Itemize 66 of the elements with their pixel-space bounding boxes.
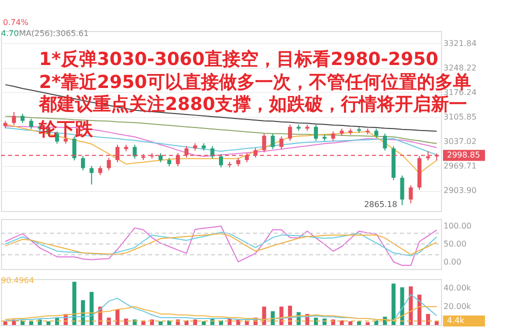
bar xyxy=(314,318,318,325)
y-tick-label: 50.00 xyxy=(444,240,466,248)
bar xyxy=(408,286,413,325)
text: 0.74% xyxy=(3,18,29,27)
y-tick-label: 2969.71 xyxy=(444,162,477,171)
bar xyxy=(193,319,198,325)
bar xyxy=(262,306,266,325)
y-tick-label: 3321.84 xyxy=(444,38,477,48)
y-tick-label: 3105.85 xyxy=(444,112,477,122)
bar xyxy=(340,320,344,325)
bar xyxy=(392,284,396,325)
bar xyxy=(150,319,154,325)
candlestick xyxy=(408,184,413,204)
bar xyxy=(38,319,42,325)
bar xyxy=(46,321,50,325)
bar xyxy=(417,294,422,325)
candlestick xyxy=(219,154,223,168)
candlestick xyxy=(382,133,387,152)
bar xyxy=(426,314,430,325)
bar xyxy=(90,292,94,325)
candlestick xyxy=(80,156,85,171)
candlestick xyxy=(20,113,25,124)
bar xyxy=(348,321,352,325)
bar xyxy=(124,318,128,325)
candlestick xyxy=(400,175,404,206)
line-series xyxy=(4,306,438,321)
line-series xyxy=(4,226,438,266)
ref-line-label: 2998.85 xyxy=(447,150,480,160)
candlestick xyxy=(314,124,318,142)
y-tick-label: 40.00k xyxy=(444,284,472,293)
candlestick xyxy=(132,144,137,160)
candlestick xyxy=(158,152,163,163)
candlestick xyxy=(29,118,34,130)
annotation: MA(256):3065.61 xyxy=(19,29,89,38)
candlestick xyxy=(279,136,284,150)
candlestick xyxy=(270,133,275,150)
candlestick xyxy=(106,157,111,171)
ref-line-label: 4.4k xyxy=(447,316,465,325)
y-tick-label: 100.00 xyxy=(444,222,472,231)
annotation: 1*反弹3030-3060直接空，目标看2980-2950 xyxy=(39,49,438,70)
candlestick xyxy=(331,130,336,142)
annotation: 4.70 xyxy=(1,29,19,38)
candlestick xyxy=(288,124,292,142)
bar xyxy=(366,322,370,325)
candlestick xyxy=(90,165,94,185)
candlestick xyxy=(72,136,76,161)
bar xyxy=(115,309,120,325)
candlestick xyxy=(98,165,102,176)
bar xyxy=(80,300,85,325)
annotation: 2865.18 xyxy=(364,200,398,210)
bar xyxy=(357,321,362,325)
bar xyxy=(158,321,163,325)
y-tick-label: 0.00 xyxy=(444,257,462,266)
bar xyxy=(106,318,111,325)
bar xyxy=(202,321,206,325)
candlestick xyxy=(12,112,16,126)
y-tick-label: 3248.22 xyxy=(444,63,477,72)
bar xyxy=(270,311,275,325)
y-tick-label: 20.00k xyxy=(444,302,472,312)
y-tick-label: 3037.02 xyxy=(444,137,477,146)
candlestick xyxy=(374,128,378,138)
bar xyxy=(3,321,8,325)
candlestick xyxy=(262,133,266,153)
annotation: 90.4964 xyxy=(1,276,34,285)
bar xyxy=(72,282,76,325)
y-tick-label: 2903.90 xyxy=(444,186,477,196)
